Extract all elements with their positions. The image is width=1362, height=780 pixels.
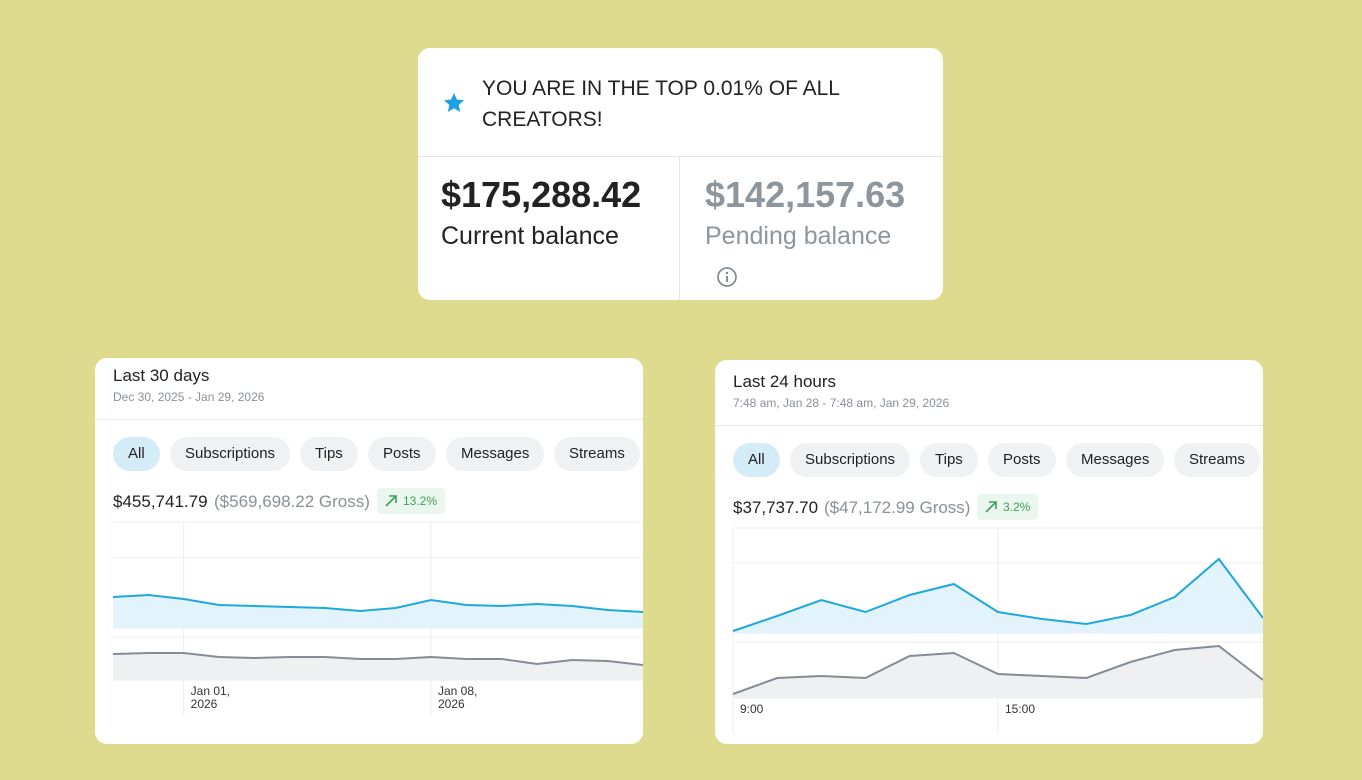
line	[112, 652, 643, 666]
divider	[679, 156, 680, 300]
current-balance-label: Current balance	[441, 222, 619, 250]
line	[112, 593, 643, 613]
divider	[95, 419, 643, 420]
line	[732, 644, 1263, 695]
filter-tab[interactable]: Subscriptions	[790, 443, 911, 477]
change-value: 13.2%	[403, 494, 438, 508]
card-title: Last 24 hours	[733, 372, 837, 391]
area	[113, 653, 643, 680]
x-tick-label: 15:00	[1005, 702, 1036, 716]
balance-card: YOU ARE IN THE TOP 0.01% OF ALL CREATORS…	[418, 48, 943, 300]
area	[733, 559, 1263, 633]
card-title: Last 30 days	[113, 366, 210, 385]
earnings-card: Last 30 days Dec 30, 2025 - Jan 29, 2026 A…	[95, 358, 643, 744]
filter-tab[interactable]: Streams	[1174, 443, 1260, 477]
arrow-icon	[385, 495, 397, 507]
pending-balance-label: Pending balance	[705, 222, 892, 250]
chart	[112, 521, 643, 716]
star-icon	[444, 93, 464, 112]
area	[113, 595, 643, 628]
x-tick-label: Jan 01, 2026	[190, 684, 231, 711]
info-icon[interactable]	[716, 266, 738, 288]
gross-amount: ($569,698.22 Gross)	[214, 492, 370, 511]
line	[732, 557, 1263, 632]
filter-tab[interactable]: Subscriptions	[170, 437, 291, 471]
x-tick-label: 9:00	[740, 702, 764, 716]
filter-tab[interactable]: All	[733, 443, 780, 477]
filter-tab[interactable]: Messages	[446, 437, 545, 471]
filter-tab[interactable]: Streams	[554, 437, 640, 471]
filter-tab[interactable]: Posts	[988, 443, 1056, 477]
filter-tab[interactable]: Posts	[368, 437, 436, 471]
gross-amount: ($47,172.99 Gross)	[824, 498, 971, 517]
current-balance-amount: $175,288.42	[441, 174, 642, 215]
net-amount: $37,737.70	[733, 498, 819, 517]
date-range: Dec 30, 2025 - Jan 29, 2026	[113, 390, 265, 404]
net-amount: $455,741.79	[113, 492, 208, 511]
arrow	[985, 501, 997, 513]
divider	[418, 156, 943, 157]
change-badge: 3.2%	[977, 494, 1039, 520]
divider	[715, 425, 1263, 426]
earnings-card: Last 24 hours 7:48 am, Jan 28 - 7:48 am, …	[715, 360, 1263, 744]
x-tick-label: Jan 08, 2026	[438, 684, 478, 711]
arrow	[385, 495, 397, 507]
chart	[732, 527, 1263, 734]
filter-tab[interactable]: Messages	[1066, 443, 1165, 477]
arrow-icon	[985, 501, 997, 513]
date-range: 7:48 am, Jan 28 - 7:48 am, Jan 29, 2026	[733, 396, 950, 410]
filter-tab[interactable]: Tips	[300, 437, 358, 471]
filter-tab[interactable]: All	[113, 437, 160, 471]
filter-tab[interactable]: Tips	[920, 443, 978, 477]
banner-title: YOU ARE IN THE TOP 0.01% OF ALL CREATORS…	[482, 77, 840, 131]
pending-balance-amount: $142,157.63	[705, 174, 906, 215]
area	[733, 646, 1263, 698]
change-badge: 13.2%	[377, 488, 446, 514]
change-value: 3.2%	[1003, 500, 1031, 514]
